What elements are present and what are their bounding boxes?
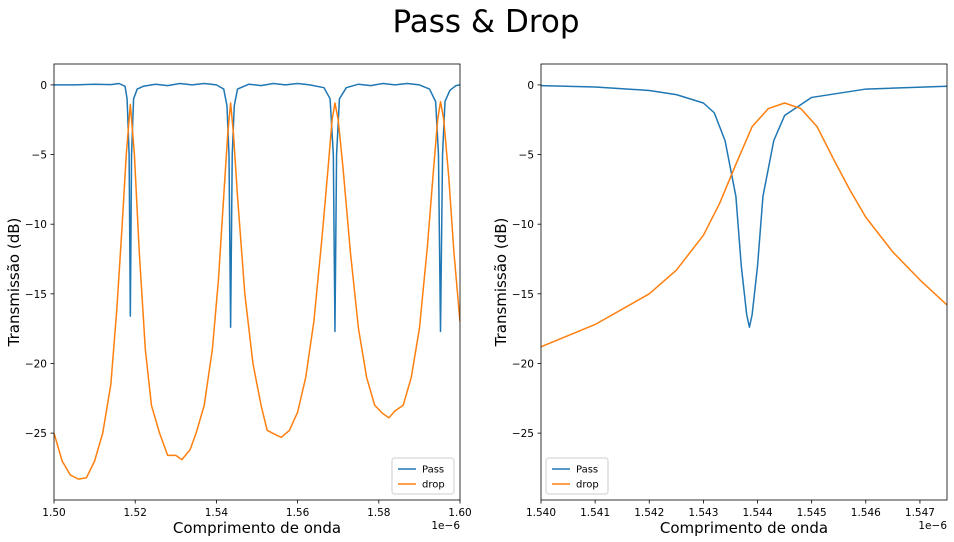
figure-title: Pass & Drop (392, 4, 579, 40)
chart-left-series-pass (54, 82, 460, 333)
chart-left-xtick-label: 1.52 (124, 507, 147, 519)
chart-right: 1.540 1.541 1.542 1.543 1.544 1.545 1.546 1.547… (492, 63, 948, 537)
chart-right-legend-box (545, 457, 609, 495)
chart-left-ytick-label: −10 (25, 219, 47, 231)
chart-left-ytick-label: −15 (25, 289, 47, 301)
chart-right-ytick-label: −25 (512, 428, 534, 440)
chart-right-ytick-label: 0 (527, 80, 534, 92)
chart-left-frame (53, 63, 461, 501)
chart-right-xtick-label: 1.547 (905, 507, 935, 519)
chart-left-xtick-label: 1.58 (367, 507, 390, 519)
chart-right-ytick-label: −15 (512, 289, 534, 301)
chart-right-xtick-label: 1.542 (634, 507, 664, 519)
chart-left: 1.50 1.52 1.54 1.56 1.58 1.60 0 −5 −10 −15 −20 −25 1… (5, 63, 472, 537)
chart-right-xlabel: Comprimento de onda (660, 519, 828, 537)
chart-left-xtick-label: 1.50 (42, 507, 65, 519)
chart-right-series-pass (541, 84, 947, 329)
chart-left-legend-label-drop: drop (422, 480, 445, 491)
chart-right-legend-label-pass: Pass (576, 465, 598, 476)
chart-right-legend-label-drop: drop (576, 480, 599, 491)
chart-left-ytick-label: −25 (25, 428, 47, 440)
chart-left-ytick-label: −5 (32, 150, 47, 162)
chart-right-ytick-label: −20 (512, 358, 534, 370)
chart-left-xlabel: Comprimento de onda (173, 519, 341, 537)
chart-right-ytick-label: −5 (519, 150, 534, 162)
chart-left-legend-box (391, 457, 455, 495)
chart-right-xtick-label: 1.541 (580, 507, 610, 519)
chart-right-series-drop (541, 102, 947, 348)
chart-left-legend: Pass drop (391, 457, 455, 495)
chart-left-ytick-label: −20 (25, 358, 47, 370)
chart-left-legend-label-pass: Pass (422, 465, 444, 476)
chart-left-series-drop (54, 100, 460, 480)
chart-right-xtick-label: 1.540 (526, 507, 556, 519)
chart-left-xtick-label: 1.56 (286, 507, 310, 519)
chart-right-xtick-label: 1.543 (688, 507, 718, 519)
chart-right-ytick-label: −10 (512, 219, 534, 231)
chart-right-ylabel: Transmissão (dB) (492, 218, 510, 348)
chart-left-xtick-label: 1.60 (448, 507, 471, 519)
chart-left-ytick-label: 0 (40, 80, 47, 92)
chart-left-ylabel: Transmissão (dB) (5, 218, 23, 348)
chart-left-xtick-label: 1.54 (205, 507, 229, 519)
chart-right-legend: Pass drop (545, 457, 609, 495)
chart-right-xtick-label: 1.545 (797, 507, 827, 519)
chart-right-x-offset-label: 1e−6 (918, 520, 947, 532)
chart-right-frame (540, 63, 948, 501)
chart-right-xtick-label: 1.546 (851, 507, 881, 519)
chart-right-xtick-label: 1.544 (743, 507, 773, 519)
chart-left-x-offset-label: 1e−6 (431, 520, 460, 532)
